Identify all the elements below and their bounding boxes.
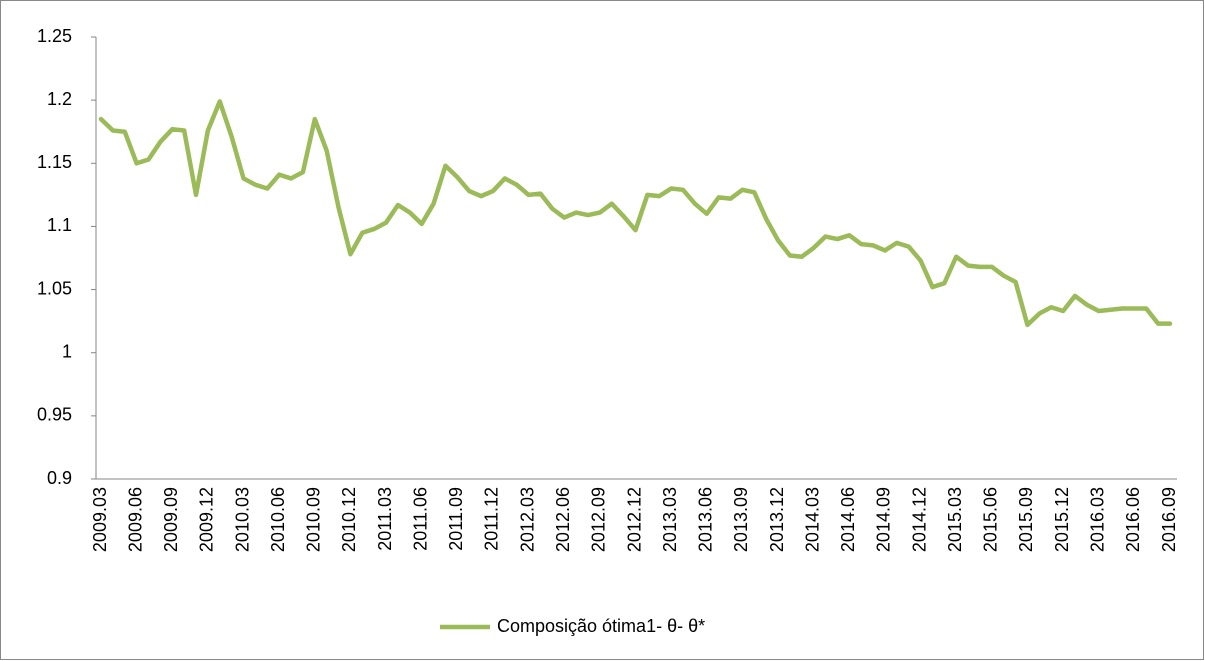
x-tick-label: 2013.12 (767, 487, 787, 552)
x-tick-label: 2013.03 (660, 487, 680, 552)
x-tick-label: 2012.09 (589, 487, 609, 552)
x-tick-label: 2016.09 (1159, 487, 1179, 552)
x-tick-label: 2011.03 (375, 487, 395, 551)
x-tick-label: 2016.03 (1087, 487, 1107, 552)
x-tick-label: 2009.12 (197, 487, 217, 552)
x-tick-label: 2015.06 (981, 487, 1001, 552)
line-series (98, 99, 1173, 328)
y-tick-label: 1.05 (37, 278, 72, 298)
x-tick-label: 2014.12 (909, 487, 929, 552)
x-tick-label: 2015.03 (945, 487, 965, 552)
x-tick-label: 2009.06 (125, 487, 145, 552)
y-tick-label: 1 (62, 341, 72, 361)
y-tick-label: 1.25 (37, 26, 72, 46)
x-tick-label: 2010.09 (304, 487, 324, 552)
x-tick-label: 2009.09 (161, 487, 181, 552)
x-tick-label: 2011.12 (482, 487, 502, 551)
x-tick-label: 2015.09 (1016, 487, 1036, 552)
x-tick-label: 2013.09 (731, 487, 751, 552)
x-tick-label: 2013.06 (696, 487, 716, 552)
x-tick-label: 2014.06 (838, 487, 858, 552)
y-tick-label: 1.1 (47, 215, 72, 235)
y-tick-label: 1.2 (47, 89, 72, 109)
x-tick-label: 2016.06 (1123, 487, 1143, 552)
x-tick-label: 2012.03 (517, 487, 537, 552)
y-tick-label: 0.95 (37, 405, 72, 425)
x-tick-label: 2012.12 (624, 487, 644, 552)
x-tick-label: 2009.03 (90, 487, 110, 552)
y-tick-label: 1.15 (37, 152, 72, 172)
x-tick-label: 2014.03 (802, 487, 822, 552)
x-tick-label: 2012.06 (553, 487, 573, 552)
x-tick-label: 2010.06 (268, 487, 288, 552)
legend-label: Composição ótima1- θ- θ* (497, 616, 705, 636)
x-tick-label: 2010.03 (232, 487, 252, 552)
y-tick-label: 0.9 (47, 468, 72, 488)
x-tick-label: 2011.06 (410, 487, 430, 551)
x-tick-label: 2014.09 (874, 487, 894, 552)
x-tick-label: 2010.12 (339, 487, 359, 552)
x-tick-label: 2011.09 (446, 487, 466, 551)
x-tick-label: 2015.12 (1052, 487, 1072, 552)
